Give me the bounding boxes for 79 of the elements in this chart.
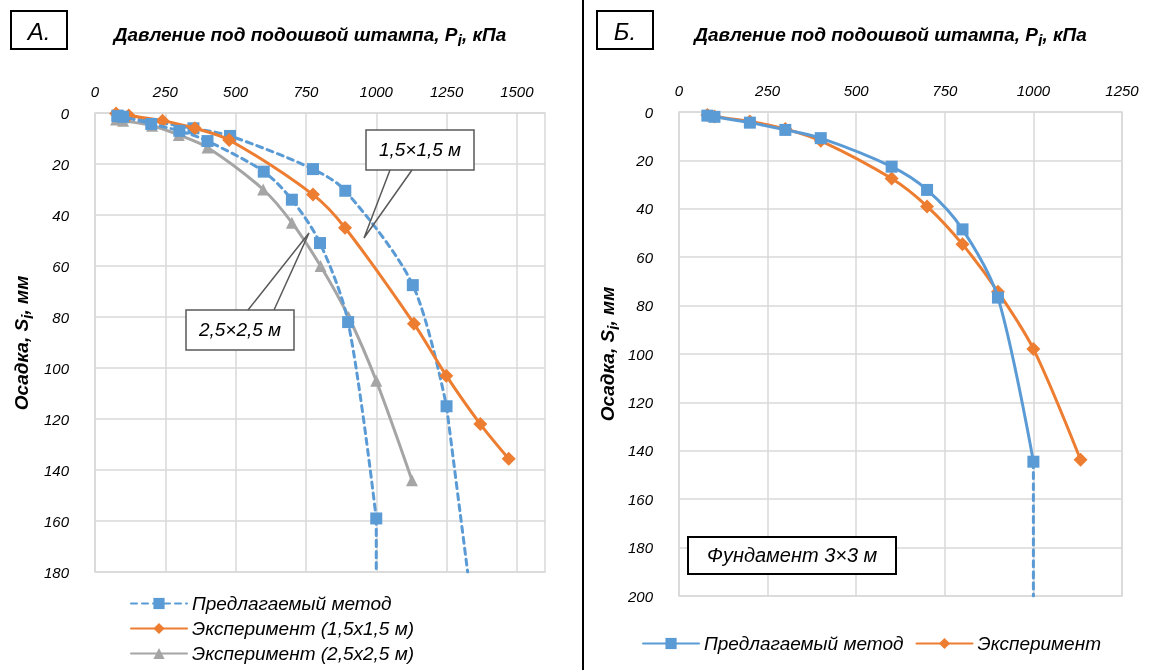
legend-label: Эксперимент (2,5х2,5 м)	[192, 643, 415, 664]
point	[405, 474, 418, 487]
x-axis-title: Давление под подошвой штампа, P$_{i}$, кПа	[113, 24, 507, 50]
x-tick-label: 250	[754, 82, 781, 99]
point	[338, 220, 353, 235]
y-tick-label: 100	[627, 345, 654, 363]
point	[306, 163, 319, 176]
x-tick-label: 0	[90, 83, 100, 100]
x-tick-label: 1000	[1016, 82, 1051, 99]
x-tick-label: 500	[843, 82, 870, 99]
point	[440, 400, 453, 413]
point	[921, 183, 934, 196]
point	[501, 451, 516, 466]
y-tick-label: 80	[52, 308, 70, 326]
y-tick-label: 120	[43, 410, 70, 428]
point	[956, 223, 969, 236]
point	[1027, 455, 1040, 468]
point	[473, 417, 488, 432]
y-tick-label: 140	[627, 442, 654, 460]
point	[285, 216, 298, 229]
x-tick-label: 750	[932, 82, 958, 99]
point	[439, 368, 454, 383]
y-tick-label: 180	[43, 563, 70, 581]
point	[370, 512, 383, 525]
point	[201, 135, 214, 148]
annotation: 2,5×2,5 м	[198, 319, 282, 341]
y-tick-label: 20	[635, 151, 654, 169]
x-tick-label: 1250	[1105, 82, 1140, 99]
point	[339, 184, 352, 197]
point	[885, 160, 898, 173]
point	[884, 171, 899, 186]
point	[1026, 341, 1041, 356]
text: А.	[10, 10, 68, 50]
y-tick-label: 80	[636, 297, 654, 315]
point	[370, 374, 383, 387]
y-tick-label: 120	[627, 393, 654, 411]
x-axis-title: Давление под подошвой штампа, P$_{i}$, кПа	[694, 24, 1087, 50]
y-tick-label: 160	[43, 512, 70, 530]
y-tick-label: 140	[43, 461, 70, 479]
y-tick-label: 40	[636, 200, 654, 218]
y-tick-label: 60	[636, 248, 654, 266]
text: Б.	[596, 10, 654, 50]
point	[173, 124, 186, 137]
x-tick-label: 1250	[429, 83, 464, 100]
y-tick-label: 180	[627, 539, 654, 557]
x-tick-label: 0	[674, 82, 684, 99]
legend-label: Предлагаемый метод	[704, 633, 904, 654]
point	[406, 316, 421, 331]
x-tick-label: 1000	[359, 83, 394, 100]
x-tick-label: 1500	[500, 83, 535, 100]
point	[222, 133, 237, 148]
y-tick-label: 0	[644, 103, 654, 121]
x-tick-label: 500	[223, 83, 249, 100]
point	[257, 165, 270, 178]
legend-label: Эксперимент (1,5х1,5 м)	[192, 618, 415, 639]
point	[117, 110, 130, 123]
x-tick-label: 750	[293, 83, 320, 100]
point	[342, 316, 355, 329]
annotation: Фундамент 3×3 м	[687, 536, 898, 575]
y-tick-label: 40	[52, 206, 70, 224]
legend-label: Эксперимент	[977, 633, 1101, 654]
y-tick-label: 160	[627, 490, 654, 508]
point	[991, 291, 1004, 304]
y-tick-label: 60	[52, 257, 70, 275]
point	[314, 237, 326, 250]
point	[1073, 452, 1088, 467]
x-tick-label: 250	[151, 83, 179, 100]
point	[305, 187, 320, 202]
y-tick-label: 20	[51, 155, 70, 173]
point	[920, 199, 935, 214]
point	[955, 237, 970, 252]
point	[314, 260, 327, 272]
point	[406, 279, 419, 292]
y-tick-label: 100	[43, 359, 70, 377]
y-tick-label: 200	[626, 587, 654, 605]
legend-label: Предлагаемый метод	[192, 593, 392, 614]
point	[285, 193, 298, 206]
annotation: 1,5×1,5 м	[378, 139, 462, 161]
y-tick-label: 0	[60, 104, 70, 122]
